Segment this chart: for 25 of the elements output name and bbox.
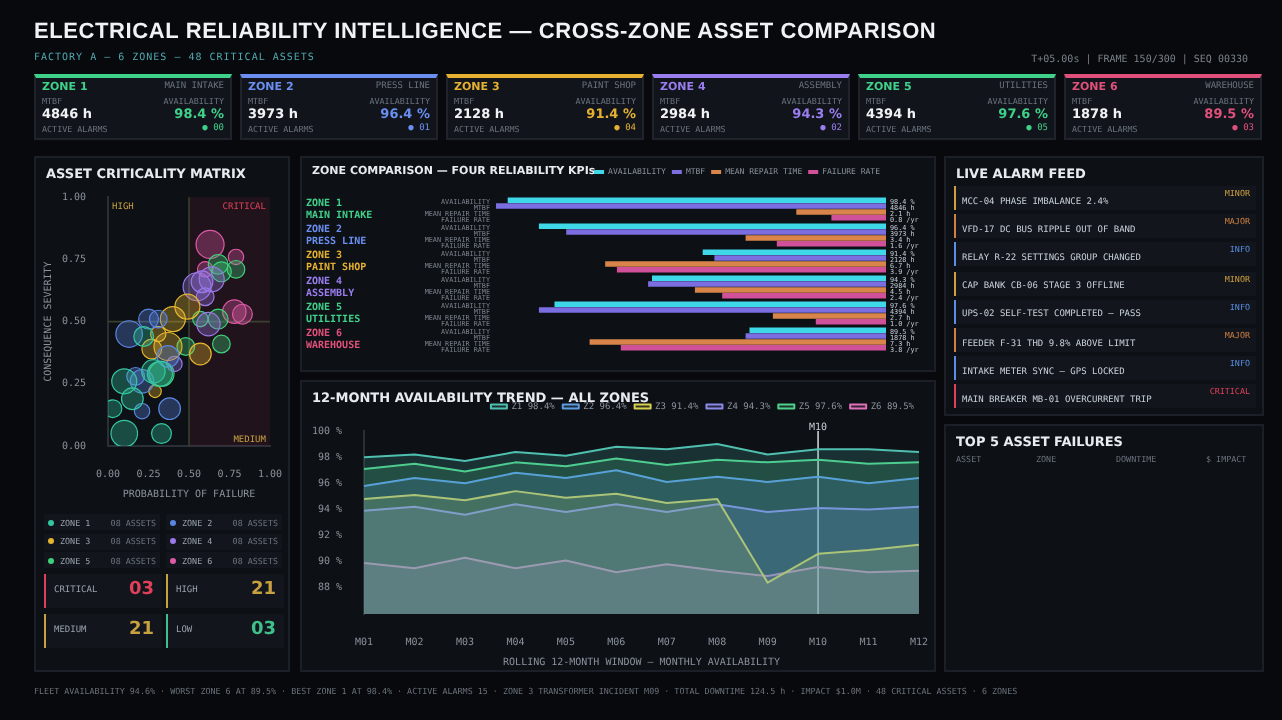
bar	[815, 319, 886, 325]
bar	[554, 301, 886, 307]
bar	[745, 333, 886, 339]
bar	[772, 313, 886, 319]
bar	[652, 275, 886, 281]
bar	[620, 345, 886, 351]
bar	[648, 281, 886, 287]
bar	[496, 203, 886, 209]
bar	[831, 215, 886, 221]
bar	[507, 197, 886, 203]
bar	[616, 267, 886, 273]
bar	[714, 255, 886, 261]
bar	[702, 249, 886, 255]
text: ELECTRICAL RELIABILITY INTELLIGENCE — CROSS-ZONE ASSET COMPARISON	[34, 20, 937, 44]
bar	[538, 307, 886, 313]
bar	[538, 223, 886, 229]
bar	[589, 339, 886, 345]
bar	[776, 241, 886, 247]
bar	[605, 261, 886, 267]
bar	[694, 287, 886, 293]
bar	[722, 293, 886, 299]
bar	[745, 235, 886, 241]
bar	[566, 229, 886, 235]
bar	[749, 327, 886, 333]
bar	[796, 209, 886, 215]
